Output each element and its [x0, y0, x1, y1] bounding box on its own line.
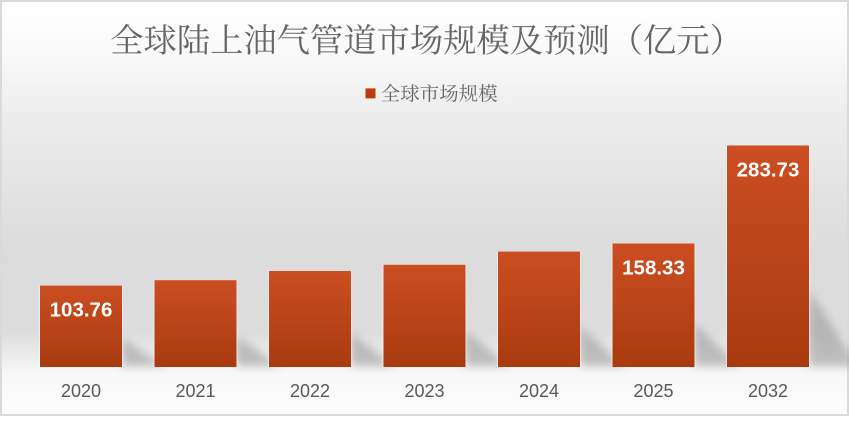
svg-text:2025: 2025	[633, 381, 673, 401]
svg-text:2020: 2020	[61, 381, 101, 401]
svg-text:103.76: 103.76	[50, 299, 113, 322]
svg-text:2021: 2021	[175, 381, 215, 401]
svg-text:2023: 2023	[404, 381, 444, 401]
svg-text:283.73: 283.73	[737, 158, 800, 181]
svg-text:158.33: 158.33	[622, 256, 685, 279]
svg-text:2024: 2024	[519, 381, 559, 401]
svg-text:2032: 2032	[748, 381, 788, 401]
svg-text:2022: 2022	[290, 381, 330, 401]
